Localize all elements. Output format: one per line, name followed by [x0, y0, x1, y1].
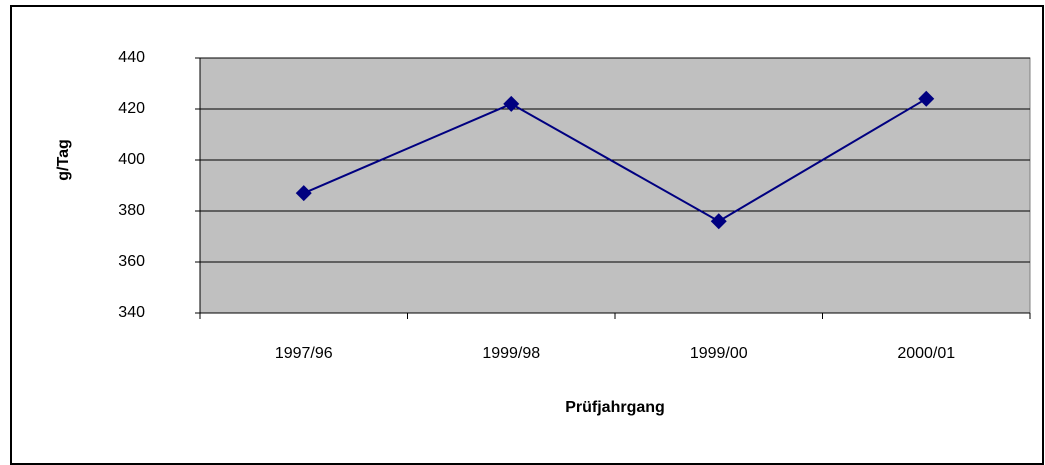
- data-point: [295, 185, 312, 202]
- y-tick-label: 440: [118, 49, 145, 66]
- plot-area: [199, 57, 1031, 314]
- data-line: [303, 97, 927, 223]
- data-point: [918, 90, 935, 107]
- data-point: [710, 213, 727, 230]
- y-tick-label: 420: [118, 100, 145, 117]
- data-point: [503, 95, 520, 112]
- y-axis-title: g/Tag: [55, 139, 72, 180]
- x-tick-label: 2000/01: [897, 345, 955, 362]
- y-tick-label: 400: [118, 151, 145, 168]
- x-tick-label: 1997/96: [275, 345, 333, 362]
- y-tick-label: 360: [118, 253, 145, 270]
- x-tick-label: 1999/00: [690, 345, 748, 362]
- x-tick-label: 1999/98: [482, 345, 540, 362]
- y-tick-label: 340: [118, 304, 145, 321]
- x-axis-title: Prüfjahrgang: [565, 399, 665, 416]
- y-tick-label: 380: [118, 202, 145, 219]
